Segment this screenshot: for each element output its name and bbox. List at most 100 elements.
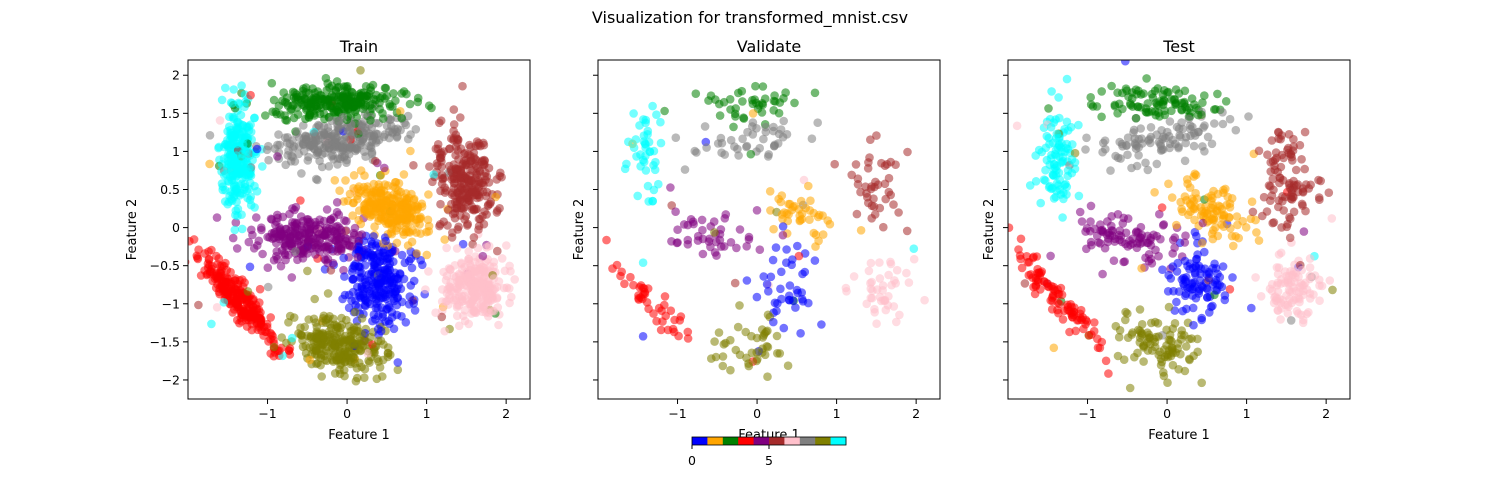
point-class-1 <box>394 197 403 206</box>
point-class-0 <box>348 275 357 284</box>
point-class-1 <box>777 191 787 200</box>
point-class-4 <box>1094 238 1103 247</box>
point-class-0 <box>397 297 407 307</box>
colorbar-tick-label: 0 <box>688 453 696 468</box>
point-class-0 <box>340 272 349 281</box>
point-class-6 <box>473 243 483 253</box>
point-class-7 <box>1244 112 1253 121</box>
point-class-9 <box>244 126 254 135</box>
point-class-8 <box>353 373 362 383</box>
axes-frame <box>597 59 941 400</box>
point-class-7 <box>716 133 726 143</box>
point-class-3 <box>231 297 241 306</box>
point-class-1 <box>423 215 433 225</box>
point-class-8 <box>277 333 287 342</box>
point-class-7 <box>742 142 751 152</box>
point-class-9 <box>656 117 665 127</box>
point-class-7 <box>807 134 817 143</box>
point-class-5 <box>866 135 875 144</box>
point-class-2 <box>750 95 759 104</box>
point-class-4 <box>334 210 344 219</box>
point-class-8 <box>783 361 793 371</box>
point-class-9 <box>633 191 642 201</box>
point-class-3 <box>668 324 678 334</box>
point-class-8 <box>1156 354 1166 364</box>
point-class-6 <box>1327 214 1337 223</box>
point-class-8 <box>1168 343 1177 353</box>
point-class-3 <box>660 300 669 310</box>
point-class-3 <box>238 275 247 284</box>
point-class-6 <box>452 244 462 253</box>
point-class-3 <box>200 249 209 258</box>
point-class-3 <box>214 254 224 263</box>
point-class-2 <box>1171 100 1180 109</box>
point-class-4 <box>311 250 320 259</box>
point-class-4 <box>752 206 762 215</box>
point-class-5 <box>1271 148 1281 157</box>
point-class-0 <box>1220 295 1230 305</box>
point-class-7 <box>1157 126 1166 135</box>
point-class-4 <box>281 238 291 247</box>
point-class-6 <box>497 254 507 263</box>
point-class-3 <box>1047 293 1057 302</box>
point-class-5 <box>869 194 878 203</box>
point-class-9 <box>238 140 248 149</box>
point-class-5 <box>493 246 502 256</box>
point-class-6 <box>507 292 516 302</box>
point-class-1 <box>1234 233 1243 243</box>
point-class-8 <box>304 315 314 324</box>
point-class-8 <box>1185 355 1194 365</box>
point-class-5 <box>456 166 466 176</box>
colorbar-segment <box>784 437 801 445</box>
point-class-2 <box>385 102 395 111</box>
point-class-2 <box>351 101 361 110</box>
x-tick-label: 1 <box>833 406 841 421</box>
point-class-3 <box>1016 234 1026 244</box>
point-class-2 <box>397 89 407 98</box>
point-class-4 <box>686 215 696 224</box>
point-class-4 <box>281 255 290 265</box>
point-class-4 <box>380 163 389 173</box>
point-class-1 <box>399 170 409 179</box>
point-class-3 <box>636 281 646 290</box>
point-class-7 <box>1210 119 1219 128</box>
point-class-5 <box>466 142 476 152</box>
point-class-1 <box>404 214 413 223</box>
point-class-4 <box>732 243 741 253</box>
point-class-2 <box>427 103 436 113</box>
point-class-2 <box>731 104 740 113</box>
point-class-3 <box>253 325 262 335</box>
point-class-6 <box>488 291 497 301</box>
point-class-6 <box>452 302 462 312</box>
point-class-1 <box>1221 184 1230 194</box>
point-class-1 <box>1241 223 1251 232</box>
point-class-8 <box>1156 360 1166 370</box>
point-class-6 <box>1315 275 1324 285</box>
point-class-1 <box>440 235 450 244</box>
point-class-8 <box>357 314 367 323</box>
point-class-9 <box>643 126 653 136</box>
point-class-8 <box>1135 305 1145 314</box>
point-class-1 <box>1227 194 1237 203</box>
point-class-4 <box>273 152 282 161</box>
point-class-4 <box>1144 250 1154 259</box>
point-class-4 <box>357 230 367 239</box>
scatter-points <box>1008 60 1337 393</box>
point-class-8 <box>718 361 728 371</box>
point-class-4 <box>726 238 736 247</box>
point-class-2 <box>1200 91 1209 100</box>
point-class-4 <box>333 228 342 238</box>
point-class-8 <box>393 365 403 375</box>
point-class-8 <box>726 365 735 375</box>
point-class-2 <box>1133 102 1143 112</box>
point-class-0 <box>778 222 788 231</box>
point-class-2 <box>405 99 415 109</box>
point-class-9 <box>652 110 661 119</box>
point-class-3 <box>1054 308 1063 318</box>
point-class-7 <box>333 123 343 132</box>
point-class-8 <box>1154 332 1163 341</box>
point-class-3 <box>1090 318 1099 327</box>
point-class-6 <box>443 285 453 294</box>
point-class-4 <box>272 247 282 256</box>
point-class-6 <box>1305 271 1315 281</box>
